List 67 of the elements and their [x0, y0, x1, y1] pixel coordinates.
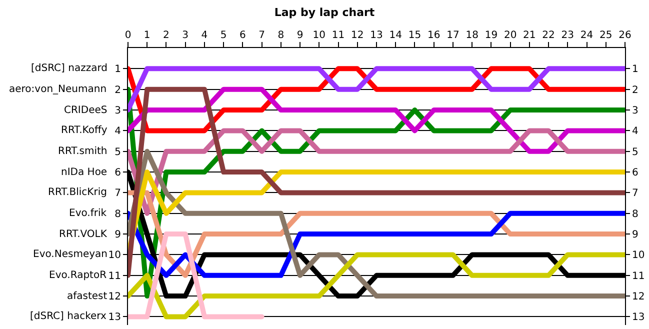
y2-tick-label: 13 [632, 312, 645, 324]
x-tick-label: 4 [201, 30, 208, 41]
x-tick-label: 8 [278, 30, 284, 41]
x-tick-label: 5 [220, 30, 227, 41]
text: RRT.BlicKrig [48, 187, 107, 198]
x-tick-label: 21 [523, 30, 536, 41]
y-tick-label: 11 [108, 270, 121, 282]
y2-tick-label: 3 [632, 106, 638, 117]
y2-tick-label: 4 [632, 126, 638, 138]
x-tick-label: 18 [466, 30, 478, 41]
x-tick-label: 3 [182, 30, 189, 41]
y2-tick-label: 7 [632, 188, 638, 200]
x-tick-label: 6 [240, 30, 246, 41]
x-tick-label: 0 [124, 30, 132, 41]
text: Evo.RaptoR [49, 270, 107, 281]
x-tick-label: 12 [351, 30, 364, 41]
text: RRT.Koffy [61, 125, 108, 136]
y-tick-label: 6 [114, 168, 121, 179]
x-tick-label: 20 [504, 30, 517, 41]
x-tick-label: 17 [446, 30, 460, 41]
x-tick-label: 16 [427, 30, 440, 41]
y-tick-label: 1 [114, 64, 121, 76]
text: CRIDeeS [64, 105, 108, 116]
x-tick-label: 9 [296, 30, 304, 41]
text: Evo.frik [69, 208, 107, 219]
x-tick-label: 23 [561, 30, 574, 41]
chart-title: Lap by lap chart [274, 6, 375, 19]
y2-tick-label: 9 [632, 230, 638, 241]
y-tick-label: 3 [114, 106, 121, 117]
x-tick-label: 14 [389, 30, 402, 41]
x-tick-label: 26 [618, 30, 632, 41]
x-tick-label: 15 [408, 30, 422, 41]
x-tick-label: 24 [580, 30, 594, 41]
y2-tick-label: 1 [632, 64, 638, 76]
x-tick-label: 22 [542, 30, 555, 41]
y-tick-label: 13 [108, 312, 121, 324]
y2-tick-label: 2 [632, 84, 638, 96]
y2-tick-label: 10 [632, 250, 645, 262]
text: aero:von_Neumann [9, 84, 107, 95]
y-tick-label: 8 [114, 208, 121, 220]
y-tick-label: 4 [114, 126, 121, 138]
y-tick-label: 12 [108, 292, 121, 303]
x-tick-label: 2 [163, 30, 170, 41]
y-tick-label: 10 [108, 250, 121, 262]
y-tick-label: 5 [114, 146, 121, 158]
y2-tick-label: 8 [632, 208, 638, 220]
x-tick-label: 10 [312, 30, 326, 41]
text: nIDa Hoe [61, 167, 108, 178]
y2-tick-label: 6 [632, 168, 638, 179]
x-tick-label: 11 [332, 30, 345, 41]
x-tick-label: 19 [484, 30, 498, 41]
y2-tick-label: 5 [632, 146, 638, 158]
text: [dSRC] hackerx [30, 311, 107, 322]
y-tick-label: 2 [114, 84, 121, 96]
y2-tick-label: 11 [632, 270, 645, 282]
text: Evo.Nesmeyan [33, 249, 108, 260]
text: RRT.VOLK [59, 229, 108, 240]
x-tick-label: 13 [370, 30, 383, 41]
x-tick-label: 1 [144, 30, 150, 41]
text: [dSRC] nazzard [31, 63, 108, 74]
y2-tick-label: 12 [632, 292, 645, 303]
x-tick-label: 25 [600, 30, 612, 41]
text: RRT.smith [58, 146, 108, 157]
text: afastest [67, 291, 108, 302]
y-tick-label: 7 [114, 188, 121, 200]
y-tick-label: 9 [114, 230, 121, 241]
x-tick-label: 7 [258, 30, 265, 41]
